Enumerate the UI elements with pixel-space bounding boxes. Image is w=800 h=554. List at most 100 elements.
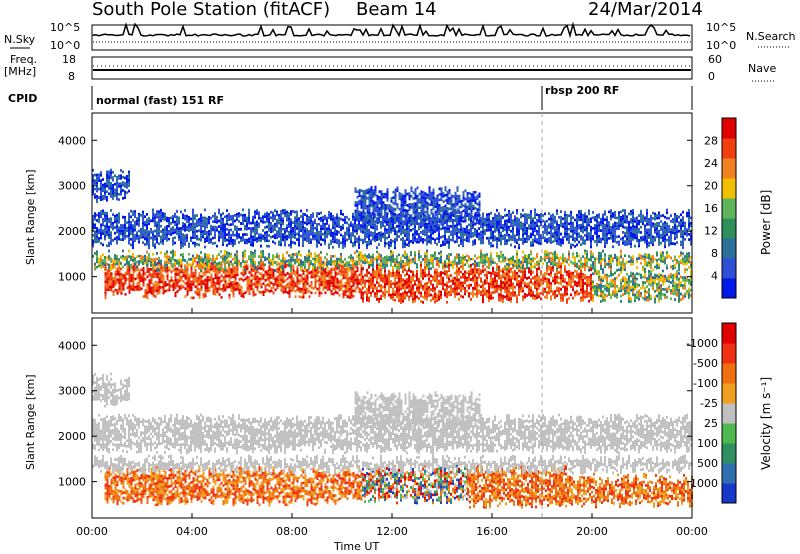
heatmap-cell: [202, 263, 204, 267]
heatmap-cell: [496, 265, 498, 269]
heatmap-cell: [388, 258, 390, 262]
heatmap-cell: [322, 261, 324, 265]
heatmap-cell: [540, 283, 542, 287]
heatmap-cell: [208, 289, 211, 292]
heatmap-cell: [322, 266, 324, 270]
heatmap-cell: [278, 235, 280, 238]
heatmap-cell: [276, 283, 279, 287]
heatmap-cell: [298, 225, 300, 228]
heatmap-cell: [326, 227, 328, 231]
heatmap-cell: [416, 216, 418, 220]
heatmap-cell: [114, 278, 117, 281]
heatmap-cell: [264, 256, 266, 259]
heatmap-cell: [252, 235, 254, 239]
heatmap-cell: [196, 237, 198, 241]
heatmap-cell: [506, 289, 508, 293]
heatmap-cell: [214, 281, 217, 285]
heatmap-cell: [360, 259, 362, 263]
heatmap-cell: [130, 209, 132, 213]
heatmap-cell: [276, 233, 278, 237]
heatmap-cell: [484, 273, 486, 277]
heatmap-cell: [174, 281, 177, 284]
heatmap-cell: [516, 255, 518, 259]
heatmap-cell: [502, 273, 504, 276]
heatmap-cell: [130, 223, 132, 227]
heatmap-cell: [246, 216, 248, 220]
heatmap-cell: [284, 284, 287, 288]
heatmap-cell: [416, 230, 418, 233]
heatmap-cell: [480, 252, 482, 256]
heatmap-cell: [320, 275, 323, 278]
heatmap-cell: [160, 216, 162, 220]
heatmap-cell: [554, 293, 556, 297]
heatmap-cell: [392, 268, 394, 272]
heatmap-cell: [244, 272, 247, 275]
heatmap-cell: [122, 232, 124, 236]
heatmap-cell: [314, 280, 317, 283]
heatmap-cell: [550, 287, 552, 291]
heatmap-cell: [144, 289, 147, 293]
heatmap-cell: [292, 255, 294, 259]
heatmap-cell: [490, 283, 492, 286]
heatmap-cell: [386, 277, 388, 280]
heatmap-cell: [258, 233, 260, 237]
heatmap-cell: [296, 213, 298, 217]
heatmap-cell: [604, 256, 606, 260]
heatmap-cell: [380, 223, 382, 227]
heatmap-cell: [400, 274, 402, 277]
heatmap-cell: [128, 236, 130, 240]
heatmap-cell: [382, 291, 384, 295]
heatmap-cell: [404, 239, 406, 243]
heatmap-cell: [306, 259, 308, 263]
heatmap-cell: [176, 232, 178, 236]
heatmap-cell: [98, 220, 100, 224]
heatmap-cell: [608, 293, 610, 296]
heatmap-cell: [264, 273, 267, 277]
heatmap-cell: [418, 288, 420, 292]
heatmap-cell: [502, 294, 504, 298]
heatmap-cell: [220, 216, 222, 220]
heatmap-cell: [460, 276, 462, 279]
heatmap-cell: [256, 220, 258, 224]
heatmap-cell: [360, 275, 363, 278]
heatmap-cell: [614, 291, 616, 295]
heatmap-cell: [376, 238, 378, 242]
heatmap-cell: [574, 280, 576, 284]
heatmap-cell: [500, 291, 502, 294]
heatmap-cell: [400, 293, 402, 296]
heatmap-cell: [498, 257, 500, 260]
heatmap-cell: [674, 298, 676, 301]
heatmap-cell: [104, 237, 106, 241]
heatmap-cell: [222, 240, 224, 244]
heatmap-cell: [106, 228, 108, 231]
heatmap-cell: [290, 289, 293, 292]
heatmap-cell: [120, 292, 123, 295]
heatmap-cell: [188, 263, 190, 266]
heatmap-cell: [462, 256, 464, 260]
heatmap-cell: [214, 233, 216, 237]
heatmap-cell: [388, 275, 390, 279]
heatmap-cell: [188, 277, 191, 281]
heatmap-cell: [392, 239, 394, 243]
heatmap-cell: [556, 272, 558, 276]
heatmap-cell: [566, 301, 568, 304]
heatmap-cell: [326, 216, 328, 220]
heatmap-cell: [140, 260, 142, 264]
heatmap-cell: [660, 251, 662, 255]
heatmap-cell: [506, 283, 508, 287]
heatmap-cell: [394, 298, 396, 302]
heatmap-cell: [148, 243, 150, 247]
heatmap-cell: [364, 273, 366, 277]
heatmap-cell: [442, 264, 444, 267]
heatmap-cell: [636, 290, 638, 294]
heatmap-cell: [284, 230, 286, 234]
heatmap-cell: [332, 226, 334, 229]
heatmap-cell: [146, 286, 149, 289]
heatmap-cell: [228, 228, 230, 232]
heatmap-cell: [146, 283, 149, 287]
heatmap-cell: [122, 257, 124, 261]
heatmap-cell: [430, 280, 432, 283]
heatmap-cell: [236, 226, 238, 229]
heatmap-cell: [394, 246, 396, 250]
heatmap-cell: [296, 227, 298, 230]
